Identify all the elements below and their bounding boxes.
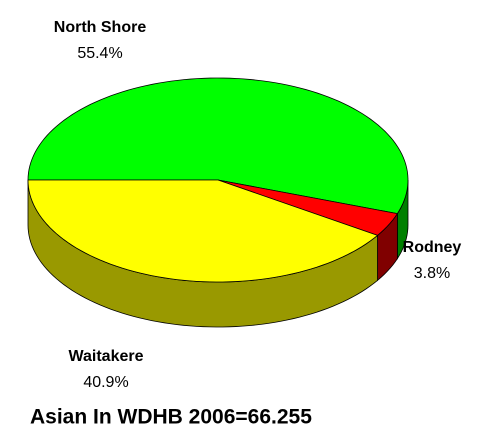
slice-label: North Shore xyxy=(54,19,147,36)
slice-label: Rodney xyxy=(403,239,462,256)
slice-value-label: 3.8% xyxy=(414,265,450,282)
slice-label: Waitakere xyxy=(69,348,144,365)
slice-value-label: 55.4% xyxy=(77,45,122,62)
pie-slice xyxy=(217,179,399,236)
chart-title: Asian In WDHB 2006=66.255 xyxy=(30,406,312,429)
pie-tops xyxy=(27,77,409,283)
slice-value-label: 40.9% xyxy=(83,374,128,391)
pie-slice xyxy=(27,179,379,283)
